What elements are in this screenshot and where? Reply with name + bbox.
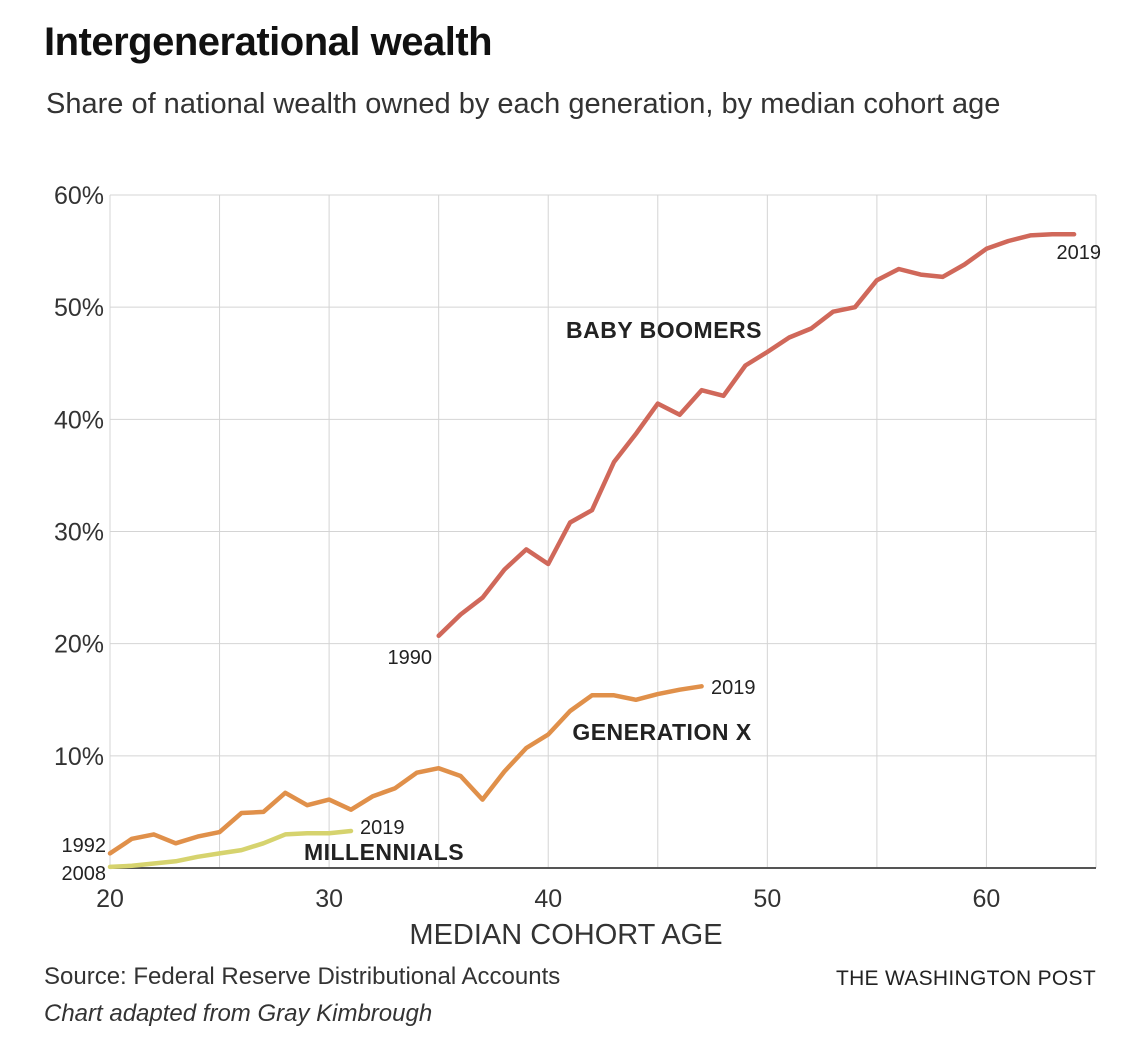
y-tick-label: 40% bbox=[54, 406, 104, 434]
series-name-label: GENERATION X bbox=[572, 719, 752, 745]
series-end-year-label: 2019 bbox=[711, 677, 756, 699]
series-start-year-label: 1992 bbox=[62, 835, 107, 857]
x-tick-label: 20 bbox=[96, 885, 124, 913]
x-tick-label: 60 bbox=[973, 885, 1001, 913]
publisher-logo-text: THE WASHINGTON POST bbox=[835, 967, 1096, 990]
chart-subtitle: Share of national wealth owned by each g… bbox=[46, 88, 1001, 120]
x-axis-label: MEDIAN COHORT AGE bbox=[409, 919, 722, 951]
series-start-year-label: 1990 bbox=[388, 647, 433, 669]
series-line-baby-boomers bbox=[436, 232, 1077, 639]
y-tick-label: 10% bbox=[54, 743, 104, 771]
source-note: Source: Federal Reserve Distributional A… bbox=[44, 963, 561, 990]
series-end-year-label: 2019 bbox=[1057, 242, 1102, 264]
y-tick-label: 20% bbox=[54, 631, 104, 659]
x-tick-label: 50 bbox=[753, 885, 781, 913]
series-line-millennials bbox=[107, 828, 354, 870]
x-tick-label: 30 bbox=[315, 885, 343, 913]
series-name-label: MILLENNIALS bbox=[304, 839, 464, 865]
chart-title: Intergenerational wealth bbox=[44, 20, 493, 64]
series-start-year-label: 2008 bbox=[62, 863, 107, 885]
y-tick-label: 30% bbox=[54, 519, 104, 547]
y-tick-label: 60% bbox=[54, 182, 104, 210]
y-tick-label: 50% bbox=[54, 294, 104, 322]
series-end-year-label: 2019 bbox=[360, 817, 405, 839]
series-name-label: BABY BOOMERS bbox=[566, 317, 762, 343]
x-tick-label: 40 bbox=[534, 885, 562, 913]
series-line-generation-x bbox=[107, 684, 704, 856]
credit-note: Chart adapted from Gray Kimbrough bbox=[44, 1000, 433, 1027]
